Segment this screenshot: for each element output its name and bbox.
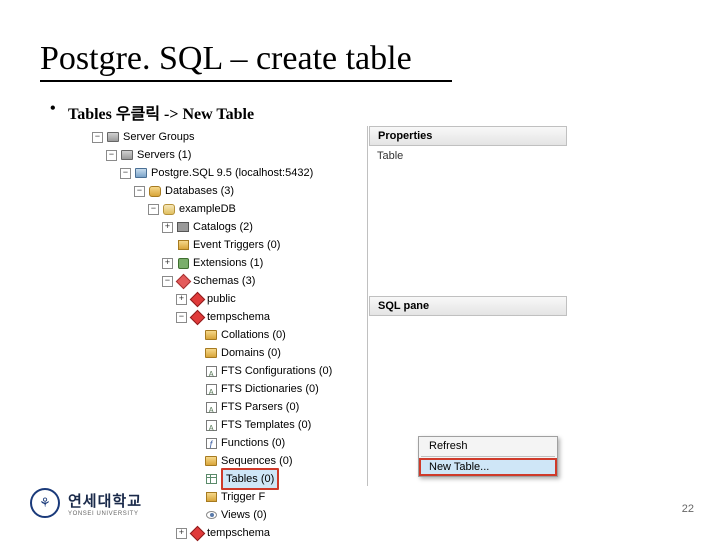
domain-icon — [204, 346, 218, 360]
sql-pane-header: SQL pane — [369, 296, 567, 316]
tree-node-tables[interactable]: Tables (0) — [92, 470, 367, 488]
expand-icon[interactable]: + — [176, 294, 187, 305]
ctx-new-table[interactable]: New Table... — [419, 458, 557, 476]
tree-node-databases[interactable]: − Databases (3) — [92, 182, 367, 200]
node-label: Databases (3) — [165, 182, 234, 200]
pgadmin-screenshot: − Server Groups − Servers (1) − Postgre.… — [88, 126, 568, 486]
tree-node-fts-conf[interactable]: FTS Configurations (0) — [92, 362, 367, 380]
sequence-icon — [204, 454, 218, 468]
collation-icon — [204, 328, 218, 342]
collapse-icon[interactable]: − — [148, 204, 159, 215]
collapse-icon[interactable]: − — [162, 276, 173, 287]
node-label-highlighted: Tables (0) — [221, 468, 279, 490]
expand-icon[interactable]: + — [162, 258, 173, 269]
trigger-icon — [176, 238, 190, 252]
object-browser-pane: − Server Groups − Servers (1) − Postgre.… — [88, 126, 368, 486]
node-label: Domains (0) — [221, 344, 281, 362]
schema-icon — [190, 310, 204, 324]
tree-node-functions[interactable]: Functions (0) — [92, 434, 367, 452]
view-icon — [204, 508, 218, 522]
node-label: Server Groups — [123, 128, 195, 146]
trigger-icon — [204, 490, 218, 504]
tree-node-schemas[interactable]: − Schemas (3) — [92, 272, 367, 290]
node-label: Servers (1) — [137, 146, 191, 164]
tree-node-collations[interactable]: Collations (0) — [92, 326, 367, 344]
tree-node-extensions[interactable]: + Extensions (1) — [92, 254, 367, 272]
database-icon — [162, 202, 176, 216]
node-label: Views (0) — [221, 506, 267, 524]
slide-bullet: Tables 우클릭 -> New Table — [68, 100, 254, 124]
ctx-separator — [421, 456, 555, 457]
tree-node-tempschema[interactable]: − tempschema — [92, 308, 367, 326]
fts-icon — [204, 382, 218, 396]
node-label: Functions (0) — [221, 434, 285, 452]
server-group-icon — [106, 130, 120, 144]
fts-icon — [204, 364, 218, 378]
collapse-icon[interactable]: − — [134, 186, 145, 197]
tree-node-fts-dict[interactable]: FTS Dictionaries (0) — [92, 380, 367, 398]
node-label: FTS Dictionaries (0) — [221, 380, 319, 398]
page-number: 22 — [682, 503, 694, 515]
properties-label: Table — [377, 150, 403, 162]
tree-node-fts-templates[interactable]: FTS Templates (0) — [92, 416, 367, 434]
university-logo: ⚘ 연세대학교 YONSEI UNIVERSITY — [30, 488, 142, 518]
logo-emblem-icon: ⚘ — [30, 488, 60, 518]
catalog-icon — [176, 220, 190, 234]
extension-icon — [176, 256, 190, 270]
collapse-icon[interactable]: − — [106, 150, 117, 161]
expand-icon[interactable]: + — [176, 528, 187, 539]
tree-node-fts-parsers[interactable]: FTS Parsers (0) — [92, 398, 367, 416]
collapse-icon[interactable]: − — [120, 168, 131, 179]
properties-header: Properties — [369, 126, 567, 146]
tree-node-event-triggers[interactable]: Event Triggers (0) — [92, 236, 367, 254]
node-label: Event Triggers (0) — [193, 236, 280, 254]
node-label: FTS Parsers (0) — [221, 398, 299, 416]
node-label: Extensions (1) — [193, 254, 263, 272]
node-label: FTS Configurations (0) — [221, 362, 332, 380]
schemas-icon — [176, 274, 190, 288]
sql-pane-body — [369, 316, 567, 356]
databases-icon — [148, 184, 162, 198]
collapse-icon[interactable]: − — [176, 312, 187, 323]
fts-icon — [204, 400, 218, 414]
node-label: tempschema — [207, 524, 270, 542]
fts-icon — [204, 418, 218, 432]
node-label: exampleDB — [179, 200, 236, 218]
tree-node-server-groups[interactable]: − Server Groups — [92, 128, 367, 146]
slide-title: Postgre. SQL – create table — [40, 40, 452, 82]
ctx-refresh[interactable]: Refresh — [419, 437, 557, 455]
tree-node-domains[interactable]: Domains (0) — [92, 344, 367, 362]
pg-icon — [134, 166, 148, 180]
tree-node-public[interactable]: + public — [92, 290, 367, 308]
collapse-icon[interactable]: − — [92, 132, 103, 143]
tree-node-exampledb[interactable]: − exampleDB — [92, 200, 367, 218]
tree-node-tempschema2[interactable]: + tempschema — [92, 524, 367, 542]
function-icon — [204, 436, 218, 450]
schema-icon — [190, 526, 204, 540]
right-panes: Properties Table SQL pane — [369, 126, 567, 356]
tree-node-servers[interactable]: − Servers (1) — [92, 146, 367, 164]
node-label: tempschema — [207, 308, 270, 326]
tree-node-catalogs[interactable]: + Catalogs (2) — [92, 218, 367, 236]
logo-name-ko: 연세대학교 — [68, 490, 142, 511]
node-label: Schemas (3) — [193, 272, 255, 290]
properties-body: Table — [369, 146, 567, 296]
schema-icon — [190, 292, 204, 306]
tree-node-pg[interactable]: − Postgre.SQL 9.5 (localhost:5432) — [92, 164, 367, 182]
node-label: Trigger F — [221, 488, 265, 506]
object-tree[interactable]: − Server Groups − Servers (1) − Postgre.… — [88, 126, 367, 542]
node-label: FTS Templates (0) — [221, 416, 311, 434]
node-label: public — [207, 290, 236, 308]
node-label: Postgre.SQL 9.5 (localhost:5432) — [151, 164, 313, 182]
node-label: Collations (0) — [221, 326, 286, 344]
node-label: Catalogs (2) — [193, 218, 253, 236]
expand-icon[interactable]: + — [162, 222, 173, 233]
logo-name-en: YONSEI UNIVERSITY — [68, 511, 142, 517]
context-menu[interactable]: Refresh New Table... — [418, 436, 558, 477]
server-icon — [120, 148, 134, 162]
table-icon — [204, 472, 218, 486]
